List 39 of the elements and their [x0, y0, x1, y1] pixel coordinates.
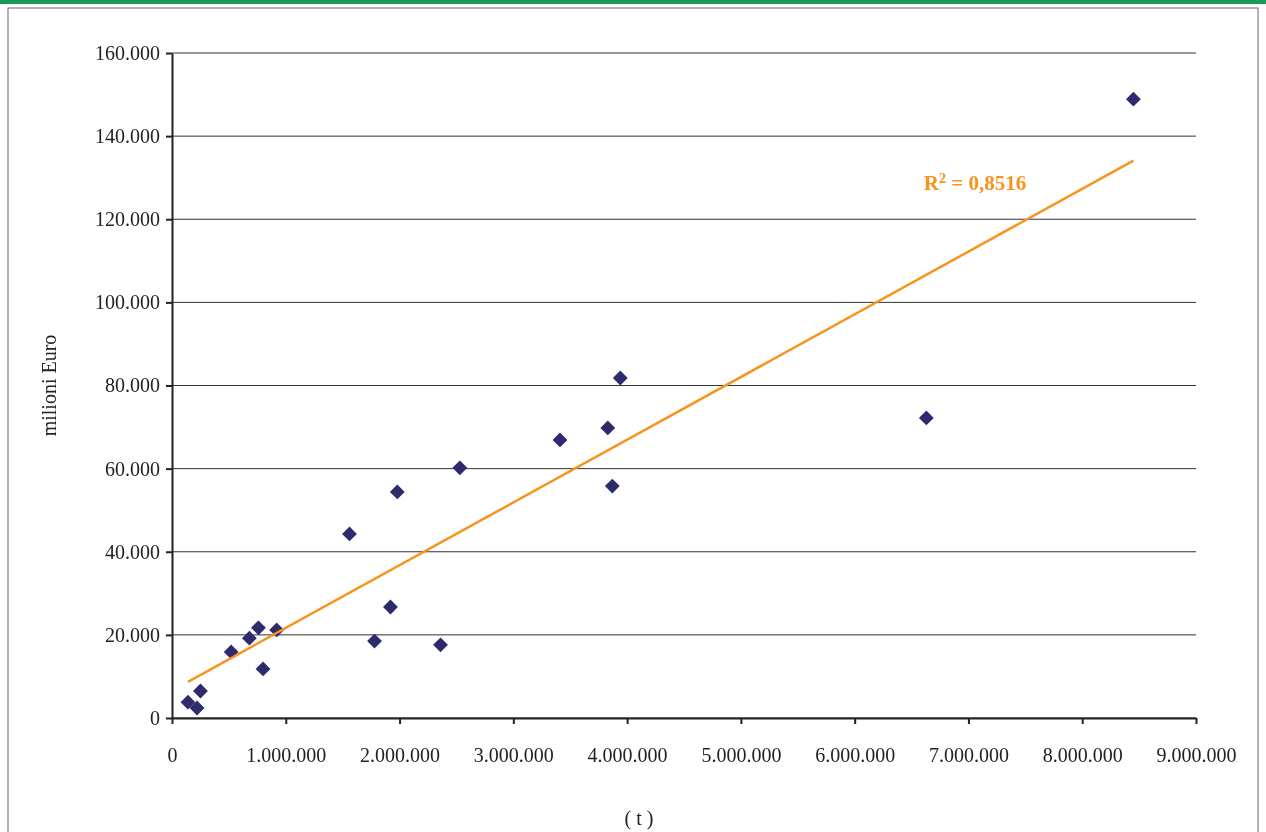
point: [251, 620, 266, 636]
x-tick-label: 5.000.000: [701, 744, 782, 767]
point: [389, 484, 405, 500]
x-tick-label: 2.000.000: [360, 744, 441, 767]
y-tick-label: 40.000: [105, 540, 160, 563]
y-tick-label: 140.000: [95, 125, 160, 148]
annotation: R$^{2}$ = 0,8516: [923, 170, 1027, 195]
point: [918, 410, 934, 426]
y-tick-label: 120.000: [95, 208, 160, 231]
x-tick-label: 8.000.000: [1042, 744, 1123, 767]
point: [180, 694, 196, 710]
y-tick-label: 100.000: [95, 291, 160, 314]
point: [342, 526, 357, 542]
point: [604, 478, 620, 494]
point: [367, 633, 382, 649]
point: [223, 644, 239, 660]
point: [1126, 91, 1141, 107]
x-tick-label: 4.000.000: [587, 744, 668, 767]
y-axis-title: milioni Euro: [38, 334, 60, 437]
y-tick-label: 80.000: [105, 374, 160, 397]
y-tick-label: 20.000: [105, 623, 160, 646]
x-tick-label: 0: [167, 744, 178, 767]
point: [241, 630, 257, 646]
y-tick-label: 60.000: [105, 457, 160, 480]
x-axis-title: ( t ): [624, 807, 654, 830]
x-tick-label: 9.000.000: [1156, 744, 1237, 767]
point: [433, 637, 448, 653]
x-tick-label: 3.000.000: [473, 744, 554, 767]
y-tick-label: 160.000: [95, 41, 160, 64]
point: [189, 700, 205, 716]
point: [600, 420, 616, 436]
y-tick-label: 0: [150, 706, 160, 729]
point: [612, 370, 628, 386]
x-tick-label: 1.000.000: [246, 744, 327, 767]
point: [255, 661, 271, 677]
point: [452, 460, 468, 476]
x-tick-label: 6.000.000: [815, 744, 896, 767]
point: [552, 432, 568, 448]
x-tick-label: 7.000.000: [928, 744, 1009, 767]
